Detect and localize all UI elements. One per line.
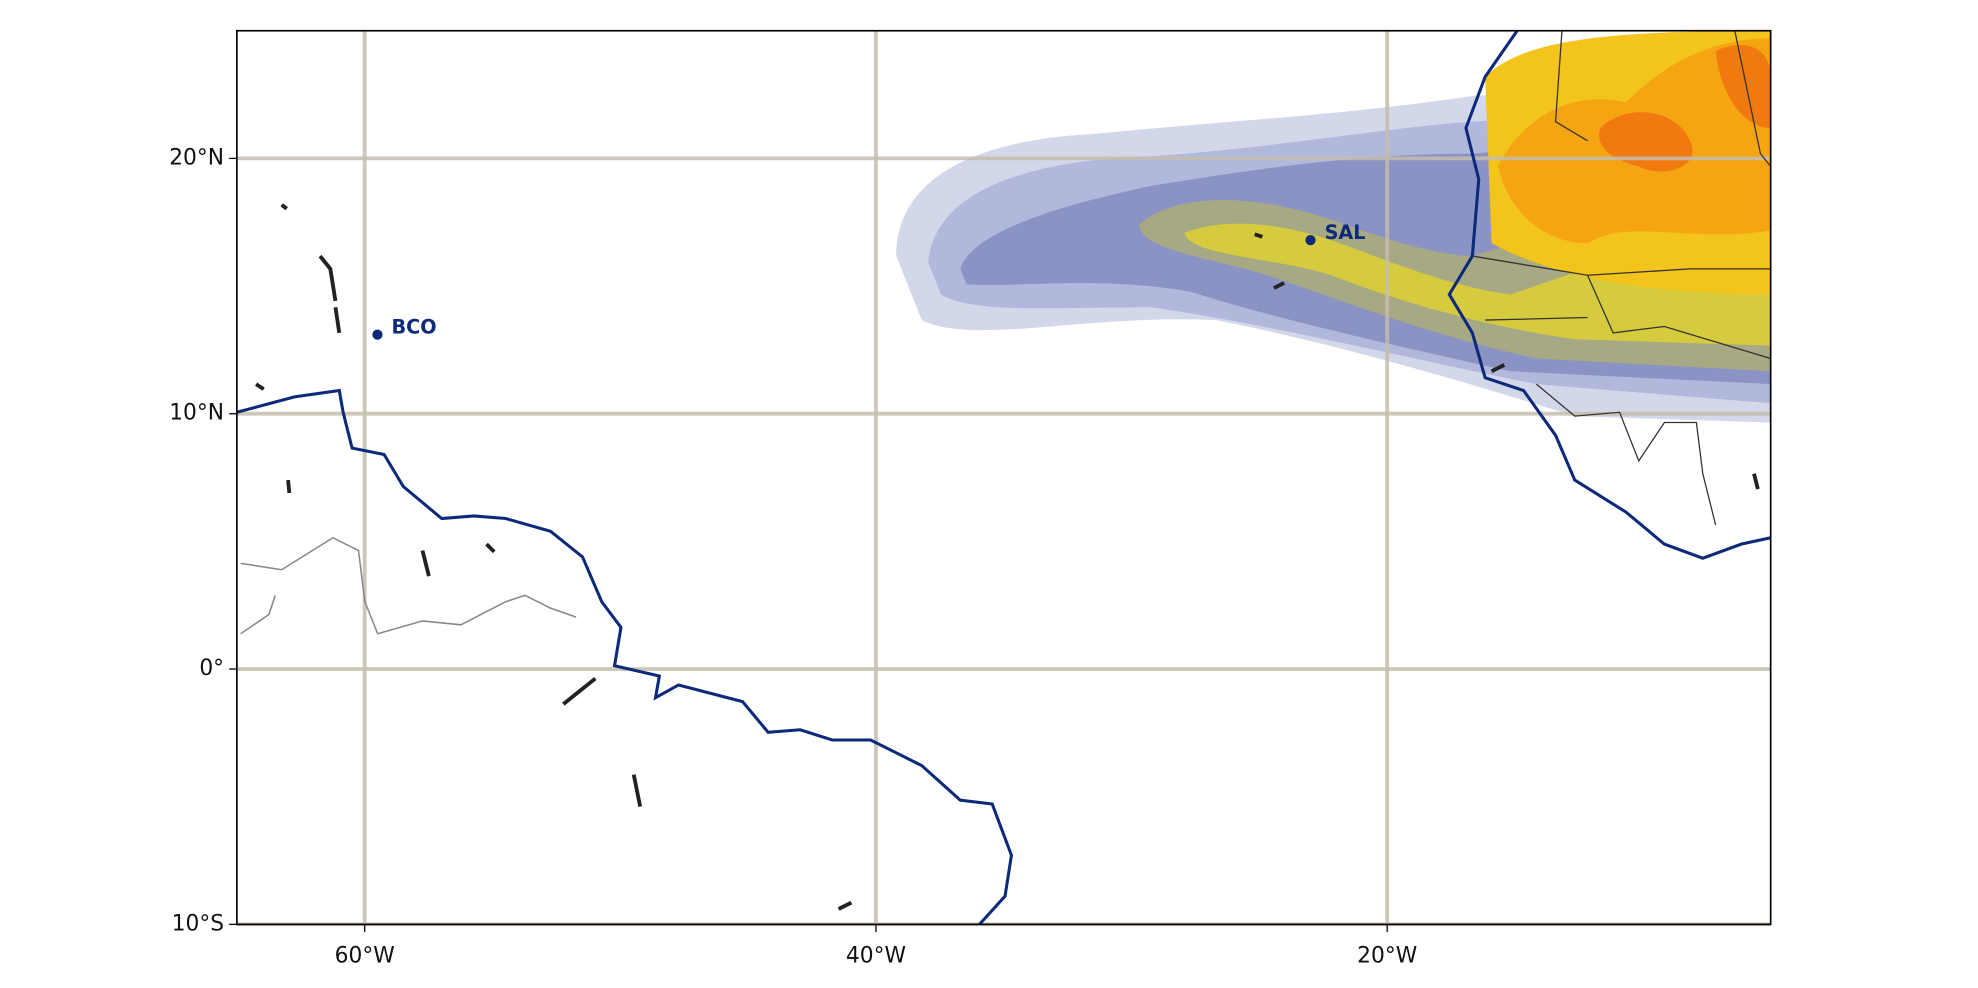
coastlines <box>236 30 1771 925</box>
station-marker <box>1305 234 1316 246</box>
station-label: BCO <box>392 316 437 339</box>
x-tick-label: 40°W <box>846 943 906 968</box>
map-frame <box>236 29 1772 926</box>
y-tick-label: 20°N <box>169 145 224 170</box>
map-canvas: 60°W 40°W 20°W 10°S 0° 10°N 20°N BCO SAL <box>169 29 1772 968</box>
x-tick-label: 60°W <box>335 943 395 968</box>
y-tick-label: 10°S <box>172 911 224 936</box>
y-tick-label: 10°N <box>169 401 224 426</box>
station-marker <box>372 329 383 340</box>
x-tick-label: 20°W <box>1357 943 1417 968</box>
y-tick-label: 0° <box>199 656 224 681</box>
axes: 60°W 40°W 20°W 10°S 0° 10°N 20°N <box>169 145 1417 968</box>
dust-plume <box>896 30 1771 423</box>
station-label: SAL <box>1325 221 1366 244</box>
